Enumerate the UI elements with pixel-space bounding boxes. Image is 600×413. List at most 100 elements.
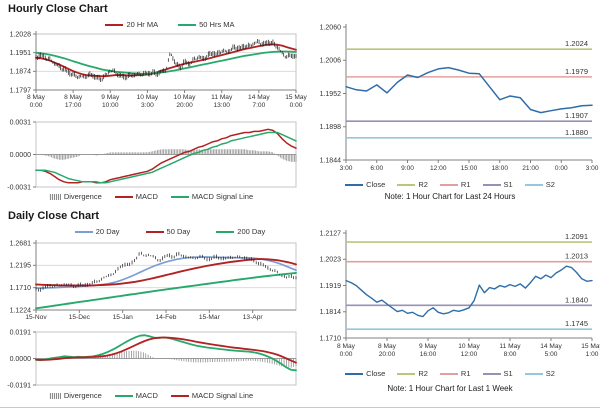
svg-text:18:00: 18:00 (491, 165, 508, 172)
svg-text:0.0000: 0.0000 (10, 152, 32, 159)
svg-text:15-Mar: 15-Mar (199, 314, 221, 321)
svg-text:0:00: 0:00 (555, 165, 568, 172)
svg-text:0:00: 0:00 (30, 102, 43, 109)
legend-label: Close (366, 180, 386, 189)
svg-text:1.1814: 1.1814 (320, 309, 342, 316)
pivot-24h-legend: Close R2 R1 S1 S2 (300, 180, 600, 189)
legend-label: 50 Day (166, 227, 191, 236)
legend-label: MACD Signal Line (191, 192, 254, 201)
legend-label: Divergence (63, 391, 102, 400)
legend-item: R2 (397, 180, 428, 189)
legend-label: S2 (545, 369, 555, 378)
svg-text:3:00: 3:00 (141, 102, 154, 109)
legend-label: R2 (418, 369, 428, 378)
svg-text:1.1919: 1.1919 (320, 283, 342, 290)
macd-signal-swatch (170, 195, 189, 198)
bottom-divider (0, 407, 600, 408)
svg-text:15-Nov: 15-Nov (25, 314, 47, 321)
svg-text:5:00: 5:00 (545, 351, 558, 358)
svg-text:9 May: 9 May (101, 94, 120, 101)
legend-item: 50 Hrs MA (178, 20, 235, 29)
svg-text:14-Feb: 14-Feb (156, 314, 177, 321)
svg-text:10 May: 10 May (458, 343, 480, 350)
legend-label: Close (366, 369, 386, 378)
svg-text:1.1907: 1.1907 (565, 111, 588, 120)
svg-text:14 May: 14 May (248, 94, 270, 101)
legend-item: 50 Day (145, 227, 191, 236)
svg-text:1.2091: 1.2091 (565, 232, 588, 241)
pivot-24h-panel: 1.2060 1.2006 1.1952 1.1898 1.1844 3:00 6:00 9:… (300, 0, 600, 205)
svg-text:1.2006: 1.2006 (320, 58, 342, 65)
svg-text:15:00: 15:00 (461, 165, 478, 172)
macd-line-swatch (114, 394, 133, 397)
svg-text:0:00: 0:00 (290, 102, 303, 109)
macd-line-swatch (114, 195, 133, 198)
hourly-macd-chart: 0.0031 0.0000 -0.0031 (7, 119, 297, 191)
ma50d-line-swatch (145, 230, 164, 233)
svg-text:1.1745: 1.1745 (565, 319, 588, 328)
svg-text:1.1797: 1.1797 (10, 87, 32, 94)
note-24h: Note: 1 Hour Chart for Last 24 Hours (384, 192, 516, 201)
svg-text:14 May: 14 May (540, 343, 562, 350)
svg-text:12:00: 12:00 (461, 351, 478, 358)
svg-text:1.2023: 1.2023 (320, 257, 342, 264)
svg-text:8 May: 8 May (64, 94, 83, 101)
svg-text:1.2681: 1.2681 (10, 240, 32, 247)
svg-text:13-Apr: 13-Apr (243, 314, 264, 321)
legend-label: S2 (545, 180, 555, 189)
legend-item: Close (345, 369, 385, 378)
legend-label: 20 Hr MA (126, 20, 159, 29)
r1-line-swatch (439, 372, 458, 375)
svg-text:7:00: 7:00 (252, 102, 265, 109)
legend-item: Close (345, 180, 385, 189)
svg-text:1.1840: 1.1840 (565, 295, 588, 304)
note-1wk: Note: 1 Hour Chart for Last 1 Week (387, 384, 513, 393)
svg-text:1.1710: 1.1710 (320, 335, 342, 342)
svg-text:15 May: 15 May (285, 94, 307, 101)
s2-line-swatch (524, 372, 543, 375)
svg-text:11 May: 11 May (211, 94, 233, 101)
legend-label: MACD (135, 391, 158, 400)
s1-line-swatch (482, 183, 501, 186)
hourly-chart-title: Hourly Close Chart (8, 3, 108, 15)
daily-chart-title: Daily Close Chart (8, 210, 100, 222)
divergence-swatch (48, 392, 61, 399)
svg-text:0.0031: 0.0031 (10, 119, 32, 126)
ma20d-line-swatch (74, 230, 93, 233)
svg-text:15-Dec: 15-Dec (69, 314, 91, 321)
svg-text:1.1979: 1.1979 (565, 67, 588, 76)
svg-text:15 May: 15 May (581, 343, 600, 350)
legend-label: S1 (503, 369, 513, 378)
svg-text:9:00: 9:00 (401, 165, 414, 172)
svg-text:20:00: 20:00 (176, 102, 193, 109)
hourly-macd-legend: Divergence MACD MACD Signal Line (2, 192, 300, 201)
svg-text:15-Jan: 15-Jan (113, 314, 133, 321)
legend-label: 50 Hrs MA (199, 20, 235, 29)
svg-text:17:00: 17:00 (65, 102, 82, 109)
legend-item: S2 (524, 180, 555, 189)
svg-text:0.0191: 0.0191 (10, 329, 32, 336)
legend-item: Divergence (48, 391, 102, 400)
svg-text:21:00: 21:00 (522, 165, 539, 172)
macd-signal-swatch (170, 394, 189, 397)
legend-label: 20 Day (95, 227, 120, 236)
ma50-line-swatch (178, 23, 197, 26)
legend-item: S1 (482, 180, 513, 189)
daily-close-panel: Daily Close Chart 20 Day 50 Day 200 Day … (0, 205, 300, 413)
legend-item: MACD (114, 192, 158, 201)
close-line-swatch (345, 183, 364, 186)
daily-macd-chart: 0.0191 0.0000 -0.0191 (7, 329, 297, 389)
ma20-line-swatch (105, 23, 124, 26)
svg-text:1.2013: 1.2013 (565, 252, 588, 261)
r2-line-swatch (397, 183, 416, 186)
svg-text:1.1844: 1.1844 (320, 157, 342, 164)
pivot-1wk-legend: Close R2 R1 S1 S2 (300, 369, 600, 378)
svg-text:1.2195: 1.2195 (10, 263, 32, 270)
legend-label: MACD (135, 192, 158, 201)
svg-text:13:00: 13:00 (213, 102, 230, 109)
svg-text:1.1710: 1.1710 (10, 285, 32, 292)
legend-item: S2 (524, 369, 555, 378)
